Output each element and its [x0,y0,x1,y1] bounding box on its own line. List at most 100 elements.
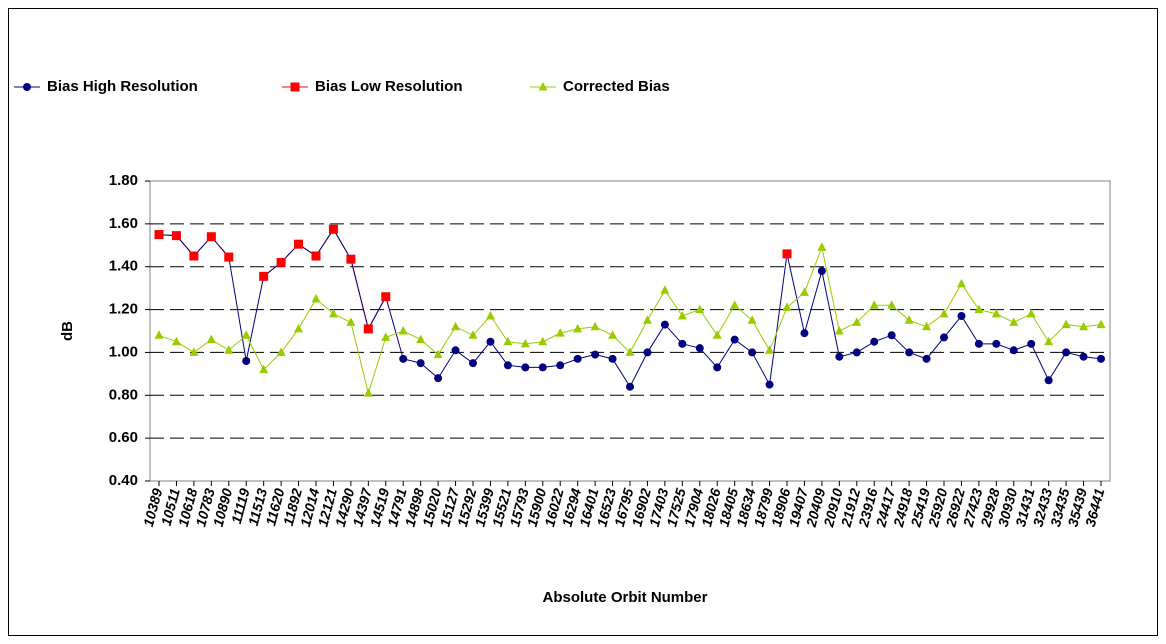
data-point [956,278,966,288]
data-point [381,332,391,341]
data-point [747,315,757,324]
data-point [276,257,286,267]
data-point [294,239,304,249]
y-tick-label: 1.80 [109,172,138,189]
data-point [1097,354,1105,363]
data-point [573,354,582,363]
data-point [521,363,530,372]
data-point [1009,317,1019,326]
data-point [591,350,600,359]
data-point [416,334,426,344]
data-point [782,249,792,259]
data-point [677,311,687,320]
data-point [346,317,356,326]
data-point [469,359,477,368]
data-point [643,348,652,357]
data-point [590,321,600,331]
y-tick-label: 0.60 [109,429,138,446]
data-point [1026,308,1036,318]
y-axis-title: dB [59,321,76,341]
data-point [1009,346,1018,355]
data-point [904,315,914,324]
data-point [1044,376,1053,385]
data-point [626,382,634,391]
data-point [608,330,618,339]
data-point [311,251,321,261]
data-point [940,333,948,342]
data-point [259,271,269,281]
legend-label: Bias Low Resolution [315,78,463,95]
data-point [905,348,914,357]
data-point [817,242,827,251]
data-point [538,336,548,346]
data-point [852,317,862,326]
data-point [363,324,373,334]
data-point [241,330,251,339]
data-point [206,232,216,242]
data-point [782,302,792,311]
data-point [660,320,669,329]
data-point [189,347,199,356]
data-point [206,334,216,344]
data-point [242,357,251,365]
data-point [922,354,931,363]
legend-label: Bias High Resolution [47,78,198,95]
legend-marker [23,83,31,91]
data-point [852,348,861,357]
data-point [451,346,460,355]
data-point [276,347,286,356]
data-point [154,230,164,240]
data-point [730,335,739,344]
y-tick-label: 0.80 [109,386,138,403]
x-axis-title: Absolute Orbit Number [542,589,707,606]
data-point [991,308,1001,318]
y-tick-label: 1.60 [109,215,138,232]
data-point [503,361,512,370]
data-point [1096,319,1106,329]
data-point [887,331,896,340]
data-point [1044,336,1054,346]
data-point [834,326,844,335]
data-point [381,292,391,302]
data-point [1027,339,1036,348]
data-point [259,364,269,374]
data-point [765,345,775,354]
y-tick-label: 0.40 [109,472,138,489]
data-point [224,252,234,262]
legend-marker [538,82,548,91]
plot-area [149,180,1111,482]
data-point [363,388,373,397]
data-point [434,374,443,383]
data-point [800,329,809,338]
data-point [189,251,199,261]
data-point [660,285,670,294]
data-point [817,267,826,275]
data-point [1062,348,1071,357]
y-tick-label: 1.20 [109,301,138,318]
data-point [416,359,425,368]
data-point [224,345,234,354]
data-point [555,328,565,337]
data-point [398,326,408,335]
data-point [939,308,949,318]
data-point [328,308,338,318]
data-point [922,321,932,331]
data-point [154,330,164,339]
data-point [1061,319,1071,329]
data-point [887,300,897,309]
data-point [748,348,757,357]
data-point [538,363,547,372]
data-point [451,321,461,331]
data-point [556,361,565,370]
data-point [730,300,740,309]
data-point [695,304,705,314]
data-point [573,323,583,333]
data-point [974,339,983,348]
data-point [608,354,617,363]
data-point [869,300,879,309]
data-point [765,380,774,389]
data-point [503,336,513,346]
data-point [1079,321,1089,331]
data-point [642,315,652,324]
